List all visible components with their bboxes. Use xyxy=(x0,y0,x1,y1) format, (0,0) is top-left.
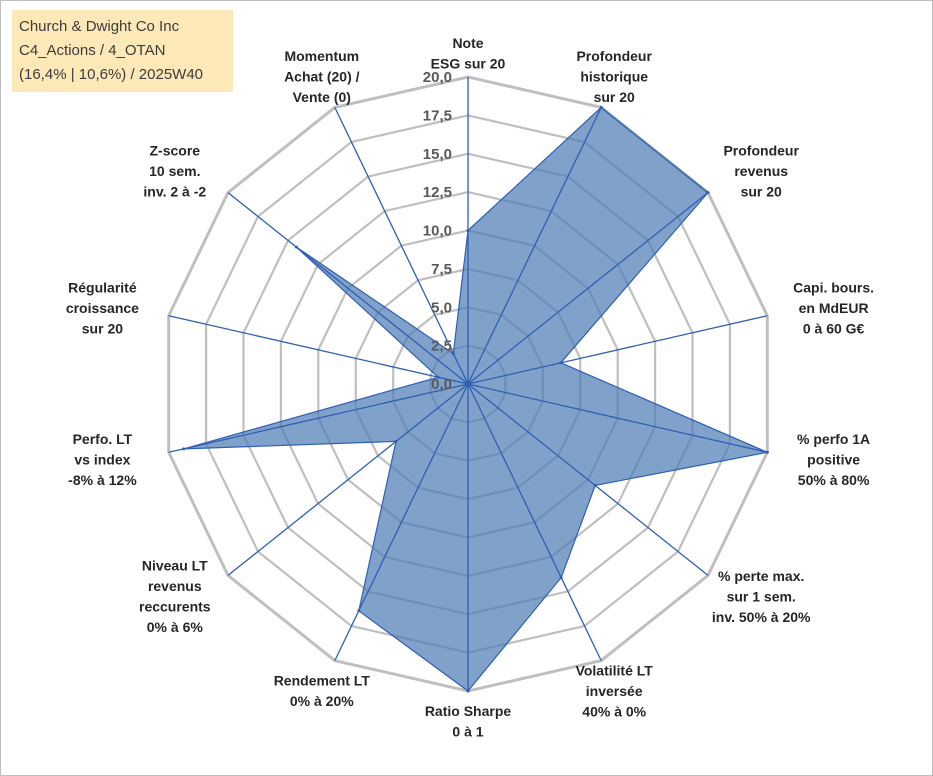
axis-label-line: reccurents xyxy=(139,599,211,615)
axis-spoke xyxy=(467,383,768,453)
axis-spoke xyxy=(227,383,469,576)
axis-label-line: Régularité xyxy=(68,279,137,295)
tick-label: 0,0 xyxy=(431,376,452,393)
axis-spoke xyxy=(168,383,469,453)
label-layer: Note ESG sur 20 Profondeur historique sur 20… xyxy=(66,35,874,740)
axis-label-line: Volatilité LT xyxy=(576,663,654,679)
title-box: Church & Dwight Co Inc C4_Actions / 4_OT… xyxy=(12,10,233,92)
axis-label-line: inv. 2 à -2 xyxy=(143,184,206,200)
axis-label-line: Vente (0) xyxy=(293,89,351,105)
axis-label-line: Profondeur xyxy=(723,143,799,159)
axis-label-line: positive xyxy=(807,452,860,468)
tick-layer: 0,0 2,5 5,0 7,5 10,0 12,5 15,0 17,5 20,0 xyxy=(423,69,452,393)
tick-label: 5,0 xyxy=(431,299,452,316)
axis-label-line: 50% à 80% xyxy=(798,472,870,488)
axis-label-line: Rendement LT xyxy=(274,673,371,689)
tick-label: 2,5 xyxy=(431,338,452,355)
axis-label-line: 10 sem. xyxy=(149,163,200,179)
axis-spoke xyxy=(334,383,469,661)
axis-label-line: revenus xyxy=(148,578,202,594)
axis-spoke xyxy=(467,383,602,661)
axis-label-line: % perte max. xyxy=(718,568,804,584)
axis-label-line: -8% à 12% xyxy=(68,472,137,488)
axis-label-line: 0% à 20% xyxy=(290,693,354,709)
axis-spoke xyxy=(168,315,469,385)
axis-label-line: Z-score xyxy=(150,143,201,159)
spoke-layer xyxy=(168,77,768,691)
axis-label-line: 0 à 60 G€ xyxy=(803,320,865,336)
axis-spoke xyxy=(467,315,768,385)
axis-label-line: sur 20 xyxy=(82,320,123,336)
axis-label-line: sur 1 sem. xyxy=(727,588,796,604)
axis-label-line: sur 20 xyxy=(594,89,635,105)
axis-label-line: Momentum xyxy=(284,48,359,64)
axis-label-line: % perfo 1A xyxy=(797,431,870,447)
axis-label-line: historique xyxy=(580,69,648,85)
tick-label: 20,0 xyxy=(423,69,452,86)
axis-label-line: sur 20 xyxy=(741,184,782,200)
axis-label-line: 40% à 0% xyxy=(582,704,646,720)
axis-spoke xyxy=(334,107,469,385)
tick-label: 17,5 xyxy=(423,107,452,124)
axis-label-line: Note xyxy=(452,35,483,51)
axis-label-line: vs index xyxy=(74,452,130,468)
tick-label: 7,5 xyxy=(431,261,452,278)
title-line-period: (16,4% | 10,6%) / 2025W40 xyxy=(19,66,203,83)
axis-label-line: inv. 50% à 20% xyxy=(712,609,811,625)
axis-label-line: 0 à 1 xyxy=(452,724,483,740)
tick-label: 12,5 xyxy=(423,184,452,201)
axis-label-line: Profondeur xyxy=(576,48,652,64)
title-line-category: C4_Actions / 4_OTAN xyxy=(19,42,166,59)
axis-spoke xyxy=(467,383,709,576)
axis-label-line: revenus xyxy=(734,163,788,179)
axis-label-line: croissance xyxy=(66,300,139,316)
axis-label-line: ESG sur 20 xyxy=(431,56,506,72)
title-line-company: Church & Dwight Co Inc xyxy=(19,18,180,35)
axis-label-line: Ratio Sharpe xyxy=(425,703,512,719)
axis-label-line: inversée xyxy=(586,683,643,699)
axis-spoke xyxy=(467,192,709,385)
axis-label-line: Capi. bours. xyxy=(793,279,874,295)
axis-label-line: Achat (20) / xyxy=(284,69,360,85)
axis-label-line: 0% à 6% xyxy=(147,619,204,635)
axis-label-line: Niveau LT xyxy=(142,558,208,574)
axis-spoke xyxy=(467,107,602,385)
tick-label: 15,0 xyxy=(423,146,452,163)
axis-spoke xyxy=(227,192,469,385)
axis-label-line: Perfo. LT xyxy=(73,431,133,447)
tick-label: 10,0 xyxy=(423,223,452,240)
axis-label-line: en MdEUR xyxy=(799,300,869,316)
